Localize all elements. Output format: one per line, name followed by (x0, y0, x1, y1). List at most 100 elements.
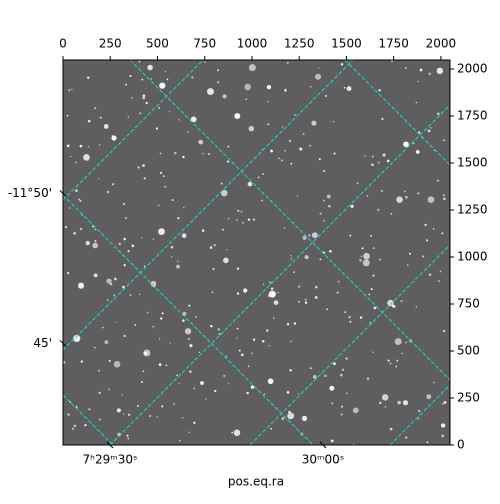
star (261, 199, 264, 202)
star (143, 265, 146, 268)
star (294, 114, 296, 116)
star (126, 434, 129, 437)
star (227, 217, 230, 220)
star (273, 317, 275, 319)
star (267, 100, 269, 103)
star (143, 351, 148, 356)
star (165, 364, 168, 366)
star (377, 161, 380, 164)
star (104, 340, 109, 345)
star (191, 76, 194, 79)
star (159, 171, 163, 175)
star (263, 393, 266, 396)
star (106, 190, 110, 194)
star (323, 169, 326, 173)
star (141, 237, 143, 239)
star (359, 259, 362, 262)
star (181, 417, 184, 419)
star (345, 357, 348, 360)
star (98, 418, 101, 421)
star (200, 381, 204, 385)
star (304, 298, 307, 301)
star (417, 417, 420, 420)
star (206, 88, 214, 96)
dec-tick (59, 339, 67, 347)
star (83, 153, 90, 161)
star (202, 152, 204, 155)
star (403, 141, 409, 148)
star (173, 403, 175, 405)
star (366, 377, 370, 380)
ra-tick (319, 441, 327, 449)
star (98, 144, 101, 146)
star (325, 94, 328, 97)
star (408, 252, 411, 255)
star (247, 218, 251, 221)
star (373, 306, 377, 310)
star (350, 204, 354, 208)
star (378, 89, 381, 92)
star (129, 294, 132, 297)
grid-line (63, 194, 314, 445)
star (69, 207, 71, 209)
star (75, 161, 78, 164)
star (168, 111, 171, 113)
star (331, 402, 334, 405)
dec-tick (59, 190, 67, 197)
star (318, 67, 320, 69)
star (218, 333, 221, 336)
star (442, 139, 445, 142)
star (299, 147, 303, 151)
star (298, 300, 300, 303)
star (223, 374, 226, 378)
star (441, 402, 444, 405)
star (113, 294, 116, 297)
star (427, 196, 435, 203)
star (111, 135, 114, 137)
y-tick-label: 1500 (457, 156, 488, 170)
star (94, 228, 97, 231)
star (311, 232, 318, 239)
star (280, 159, 283, 162)
star (145, 101, 148, 105)
x-tick-label: 750 (193, 37, 216, 51)
star (66, 144, 70, 148)
star (171, 199, 174, 202)
star (210, 325, 213, 328)
star (432, 381, 435, 384)
plot-frame (62, 59, 451, 446)
star (123, 334, 126, 338)
star (364, 155, 366, 157)
star (348, 315, 351, 319)
star (437, 112, 440, 116)
star (188, 304, 191, 307)
star (164, 70, 167, 73)
star (372, 274, 375, 277)
star (387, 359, 390, 362)
star (93, 273, 98, 278)
star (262, 340, 265, 343)
star (286, 61, 289, 64)
x-tick-label: 1500 (331, 37, 362, 51)
star (262, 283, 265, 286)
star (340, 413, 343, 416)
star (66, 114, 69, 117)
star (73, 334, 81, 342)
star (198, 139, 204, 145)
star (169, 342, 172, 344)
star (340, 63, 344, 66)
dec-tick-label: -11°50' (8, 186, 52, 200)
star (243, 288, 248, 293)
y-tick-label: 1000 (457, 250, 488, 264)
star (387, 299, 394, 307)
star (428, 72, 432, 76)
star (370, 234, 373, 237)
star (386, 159, 390, 163)
star (286, 323, 290, 326)
star (73, 232, 76, 235)
star (418, 131, 421, 134)
star (75, 189, 78, 192)
star (222, 94, 227, 99)
image-background (63, 60, 450, 445)
star (209, 246, 213, 249)
